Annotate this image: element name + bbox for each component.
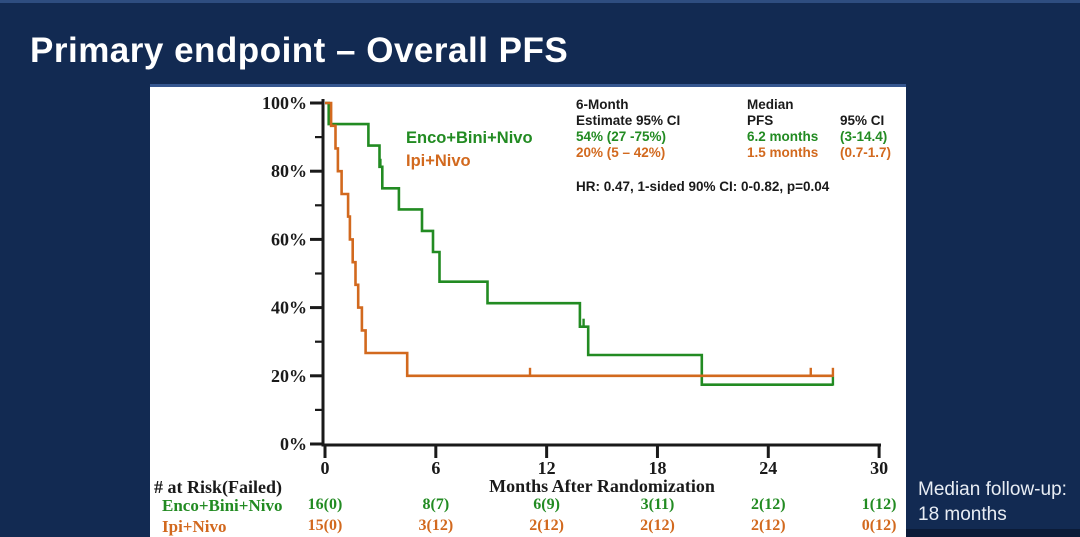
y-tick-label: 60% xyxy=(271,229,307,249)
stats-sixmonth-green: 54% (27 -75%) xyxy=(576,129,667,144)
risk-value: 2(12) xyxy=(640,517,675,534)
x-tick-label: 24 xyxy=(759,458,777,478)
stats-sixmonth-subheader: Estimate 95% CI xyxy=(576,113,681,128)
risk-value: 3(12) xyxy=(418,517,454,534)
x-tick-label: 6 xyxy=(431,458,440,478)
risk-table-header: # at Risk(Failed) xyxy=(154,477,282,497)
risk-value: 16(0) xyxy=(307,496,343,513)
risk-value: 15(0) xyxy=(307,517,343,534)
risk-row-label-1: Ipi+Nivo xyxy=(162,517,227,536)
risk-value: 6(9) xyxy=(533,496,560,513)
risk-value: 8(7) xyxy=(422,496,450,513)
y-tick-label: 20% xyxy=(271,366,307,386)
y-tick-label: 100% xyxy=(262,93,307,113)
bottom-right-strip xyxy=(906,529,1080,537)
risk-value: 2(12) xyxy=(529,517,564,534)
stats-hr-line: HR: 0.47, 1-sided 90% CI: 0-0.82, p=0.04 xyxy=(576,179,830,194)
x-tick-label: 12 xyxy=(538,458,556,478)
risk-value: 3(11) xyxy=(640,496,675,513)
y-tick-label: 40% xyxy=(271,298,307,318)
km-curve-0 xyxy=(325,101,833,386)
km-plot: 0% 20% 40% 60% 80% 100% 0 6 12 18 24 30 Months After… xyxy=(262,93,888,496)
stats-median-green-value: 6.2 months xyxy=(747,129,819,144)
stats-median-orange-ci: (0.7-1.7) xyxy=(840,145,892,160)
median-followup-note: Median follow-up: 18 months xyxy=(918,477,1080,527)
risk-row-label-0: Enco+Bini+Nivo xyxy=(162,496,283,515)
risk-value: 2(12) xyxy=(750,517,786,534)
stats-median-subheader-pfs: PFS xyxy=(747,113,774,128)
stats-sixmonth-orange: 20% (5 – 42%) xyxy=(576,145,666,160)
stats-median-green-ci: (3-14.4) xyxy=(840,129,888,144)
risk-value: 1(12) xyxy=(861,496,897,513)
curve-legend: Enco+Bini+Nivo Ipi+Nivo xyxy=(406,127,533,173)
y-tick-label: 80% xyxy=(271,161,307,181)
stats-median-subheader-ci: 95% CI xyxy=(840,113,885,128)
median-followup-note-line1: Median follow-up: xyxy=(918,479,1067,500)
x-axis-title: Months After Randomization xyxy=(489,476,715,496)
y-tick-label: 0% xyxy=(280,434,307,454)
median-followup-note-line2: 18 months xyxy=(918,504,1007,525)
legend-item-enco-bini-nivo: Enco+Bini+Nivo xyxy=(406,129,533,147)
risk-value: 0(12) xyxy=(861,517,897,534)
stats-median-header: Median xyxy=(747,97,794,112)
stats-sixmonth-header: 6-Month xyxy=(576,97,629,112)
km-curve-1 xyxy=(325,101,833,378)
x-tick-label: 18 xyxy=(648,458,666,478)
risk-value: 2(12) xyxy=(750,496,786,513)
legend-item-ipi-nivo: Ipi+Nivo xyxy=(406,152,471,170)
x-tick-label: 30 xyxy=(870,458,888,478)
number-at-risk-table: # at Risk(Failed) Enco+Bini+Nivo 16(0) 8(7)… xyxy=(150,87,906,537)
x-tick-label: 0 xyxy=(321,458,330,478)
chart-panel: 0% 20% 40% 60% 80% 100% 0 6 12 18 24 30 Months After… xyxy=(150,87,906,537)
top-accent-strip xyxy=(0,0,1080,3)
page-title: Primary endpoint – Overall PFS xyxy=(30,31,569,71)
stats-median-orange-value: 1.5 months xyxy=(747,145,819,160)
chart-panel-top-edge xyxy=(150,84,906,87)
